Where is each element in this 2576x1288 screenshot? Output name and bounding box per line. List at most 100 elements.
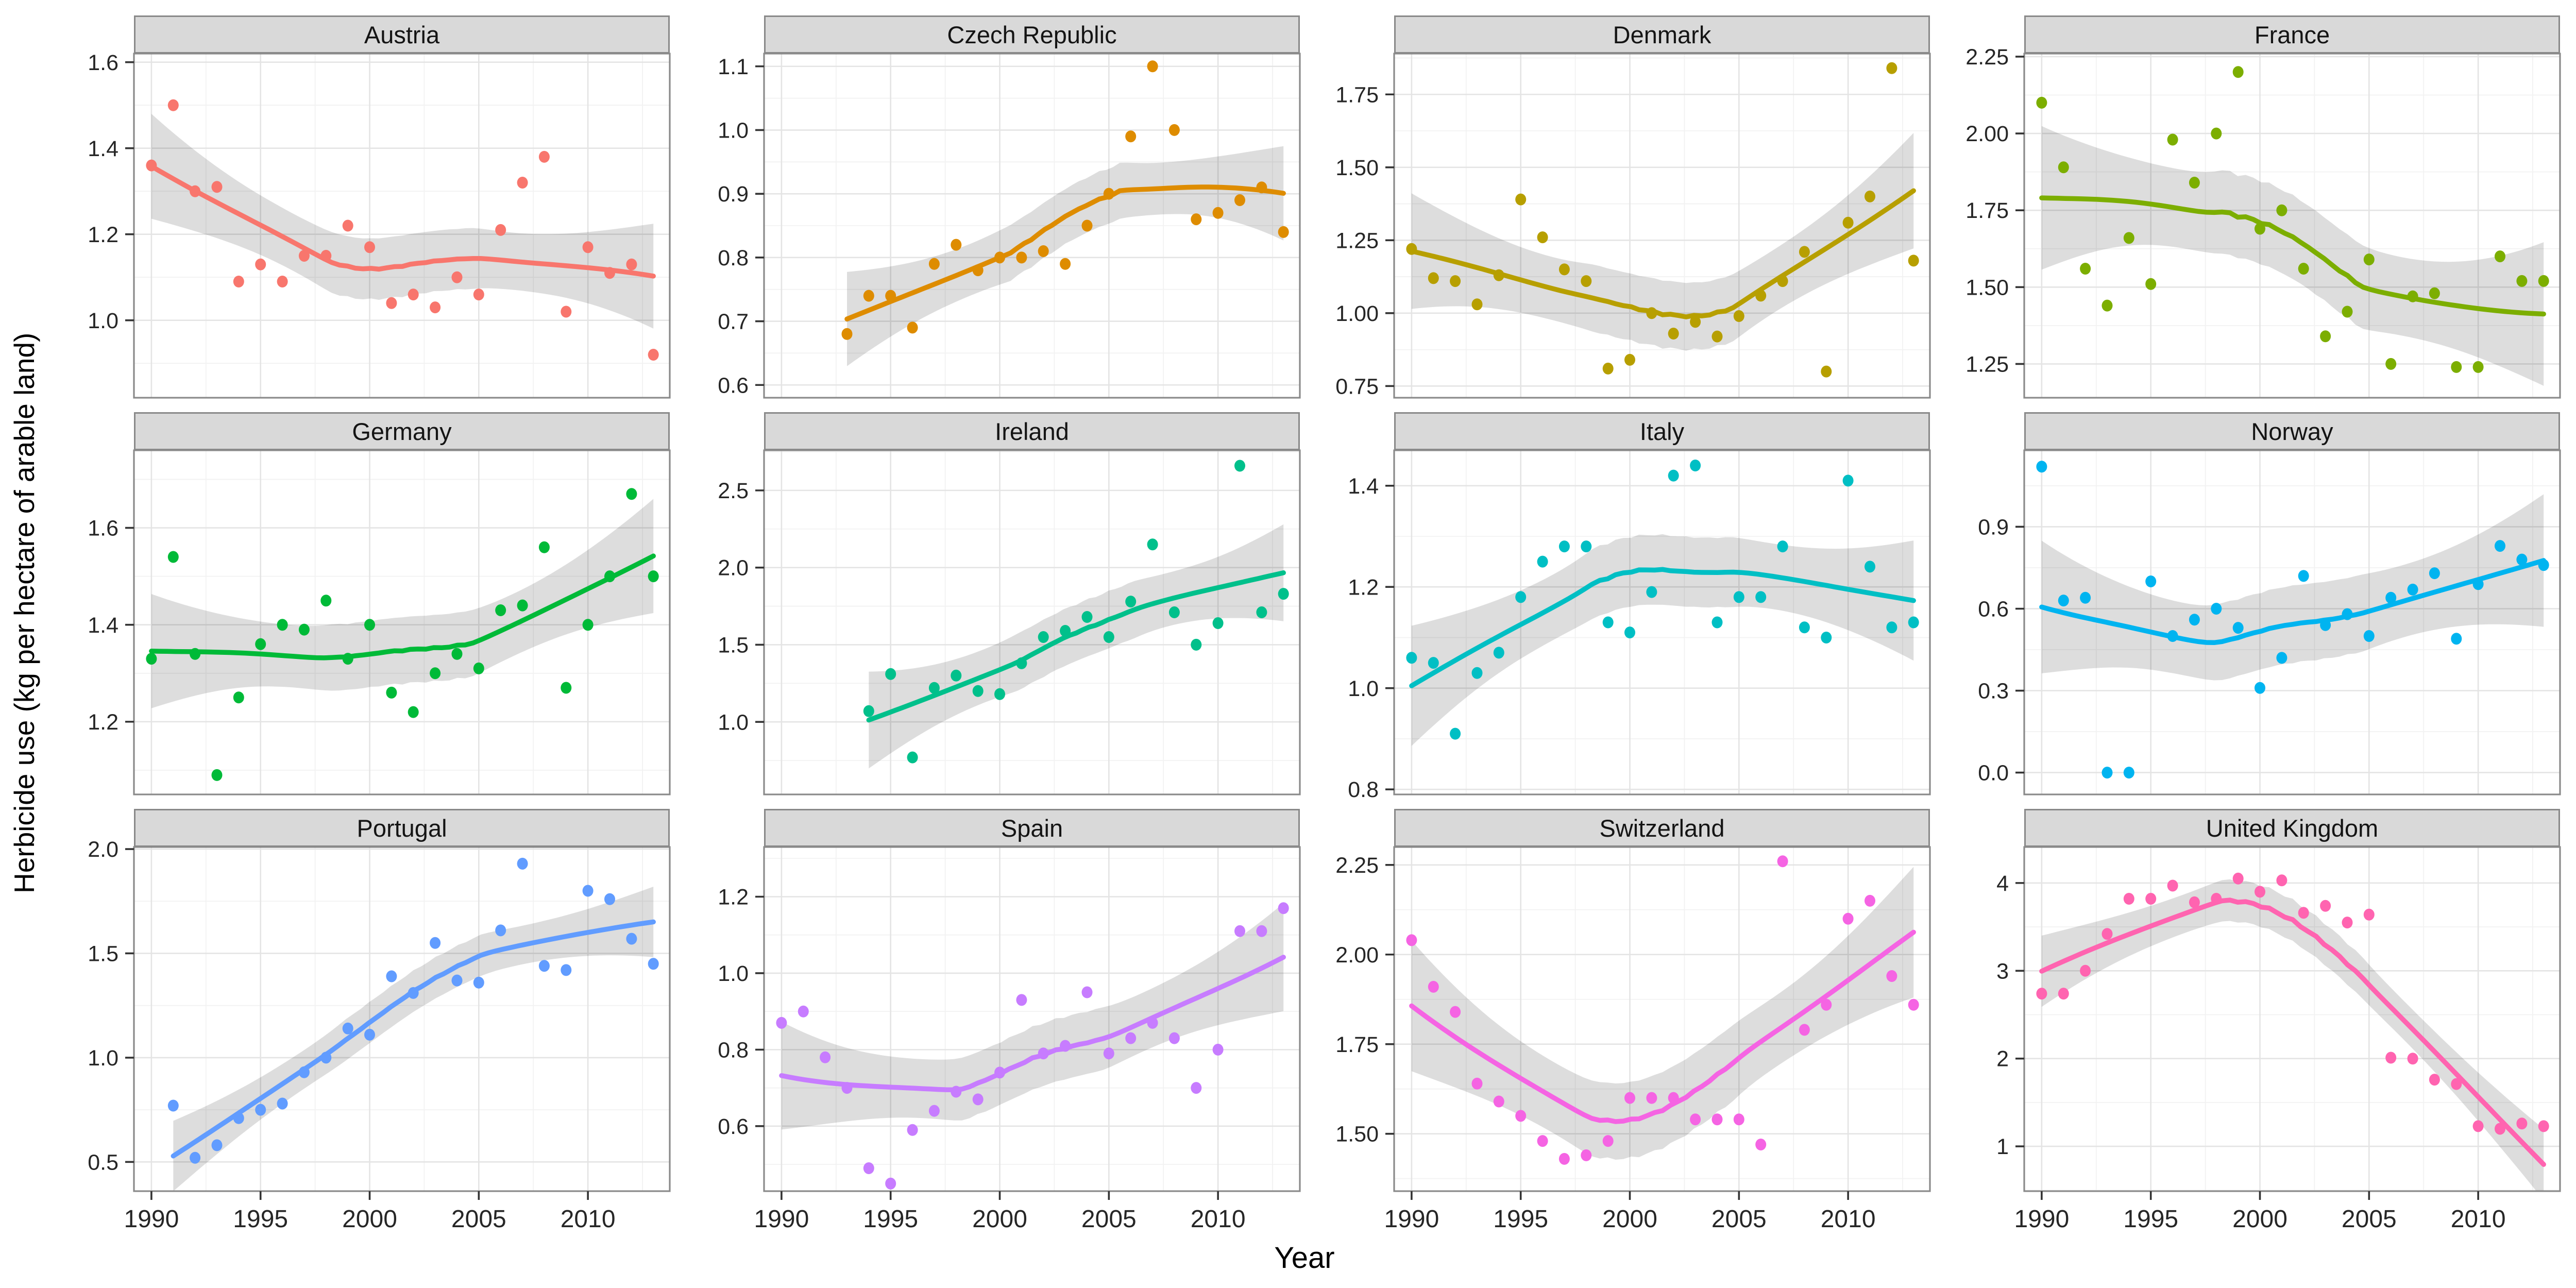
data-point [2385,358,2397,370]
facet-united-kingdom: United Kingdom 1 2 3 4 1990 1995 2000 2005 2010 [1939,809,2561,1233]
data-point [298,250,310,262]
data-point [255,1104,266,1116]
data-point [1865,561,1875,573]
data-point [430,667,441,680]
data-point [233,1112,244,1124]
data-point [1668,469,1679,482]
data-point [907,751,918,764]
data-point [517,177,528,189]
data-point [1581,540,1592,553]
y-tick-label: 1.4 [1348,474,1379,499]
data-point [2167,630,2178,642]
data-point [2276,204,2287,216]
data-point [841,1082,853,1094]
data-point [994,688,1005,700]
y-tick-label: 0.5 [88,1150,118,1175]
data-point [951,1086,962,1098]
data-point [1777,540,1788,553]
data-point [538,960,550,972]
data-point [1234,925,1245,937]
data-point [2320,900,2331,912]
facet-portugal: Portugal 0.5 1.0 1.5 2.0 1990 1995 2000 2005 2010 [49,809,671,1233]
data-point [1060,258,1071,270]
facet-germany: Germany 1.2 1.4 1.6 [49,412,671,795]
ci-band [173,887,654,1191]
data-point [2429,287,2440,299]
facet-ireland: Ireland 1.0 1.5 2.0 2.5 [679,412,1301,795]
x-tick-label: 2005 [1711,1206,1767,1233]
data-point [885,1177,896,1190]
y-tick-label: 0.0 [1978,761,2009,786]
x-tick-label: 2010 [2451,1206,2506,1233]
data-point [2320,619,2331,631]
ci-band [151,114,654,329]
data-point [1038,631,1049,643]
data-point [1558,263,1570,276]
data-point [2298,263,2309,275]
data-point [430,301,441,314]
data-point [146,653,157,665]
facet-strip: Norway [2024,412,2560,450]
data-point [146,159,157,172]
data-point [1537,555,1548,568]
x-tick-label: 1990 [2014,1206,2069,1233]
x-tick-label: 2005 [451,1206,506,1233]
data-point [342,219,353,232]
data-point [408,289,419,301]
data-point [473,976,484,989]
data-point [1799,246,1810,258]
data-point [2276,652,2287,664]
data-point [1908,616,1919,629]
x-tick-label: 2010 [1821,1206,1876,1233]
data-point [2363,908,2375,921]
data-point [2298,570,2309,582]
facet-title: Ireland [995,417,1069,445]
ci-band [847,146,1284,366]
data-point [972,1093,984,1106]
x-axis-title: Year [1274,1241,1335,1275]
data-point [277,276,288,287]
data-point [1668,1092,1679,1104]
data-point [907,321,918,334]
facet-title: Switzerland [1599,814,1725,842]
data-point [1450,1006,1461,1018]
data-point [2232,622,2244,634]
data-point [1733,310,1744,322]
data-point [1515,193,1527,206]
facet-title: Germany [352,417,452,445]
data-point [1842,474,1854,487]
data-point [298,1066,310,1078]
data-point [211,769,223,781]
facet-title: Austria [364,21,440,48]
data-point [473,662,484,674]
data-point [1537,231,1548,244]
y-tick-label: 0.6 [1978,597,2009,622]
data-point [1515,1110,1527,1122]
y-tick-label: 1.0 [88,309,118,333]
data-point [1624,353,1635,366]
data-point [863,1162,874,1174]
facet-norway: Norway 0.0 0.3 0.6 0.9 [1939,412,2561,795]
facet-panel: 1.2 1.4 1.6 [88,449,671,795]
data-point [2451,633,2462,645]
data-point [1602,616,1614,629]
data-point [430,937,441,949]
data-point [277,619,288,631]
data-point [2189,896,2200,908]
y-tick-label: 1.4 [88,137,118,161]
data-point [2211,603,2222,615]
facet-panel: 0.6 0.7 0.8 0.9 1.0 1.1 [718,53,1301,399]
data-point [364,241,375,253]
data-point [604,267,615,279]
facet-panel: 0.5 1.0 1.5 2.0 1990 1995 2000 2005 2010 [88,837,671,1233]
facet-strip: Ireland [764,412,1300,450]
facet-strip: United Kingdom [2024,809,2560,847]
data-point [2102,928,2113,940]
y-tick-label: 1.75 [1965,198,2009,223]
data-point [233,691,244,704]
data-point [2232,872,2244,885]
facet-title: France [2254,21,2330,48]
data-point [1406,934,1417,946]
facet-title: Portugal [357,814,447,842]
data-point [2211,893,2222,905]
